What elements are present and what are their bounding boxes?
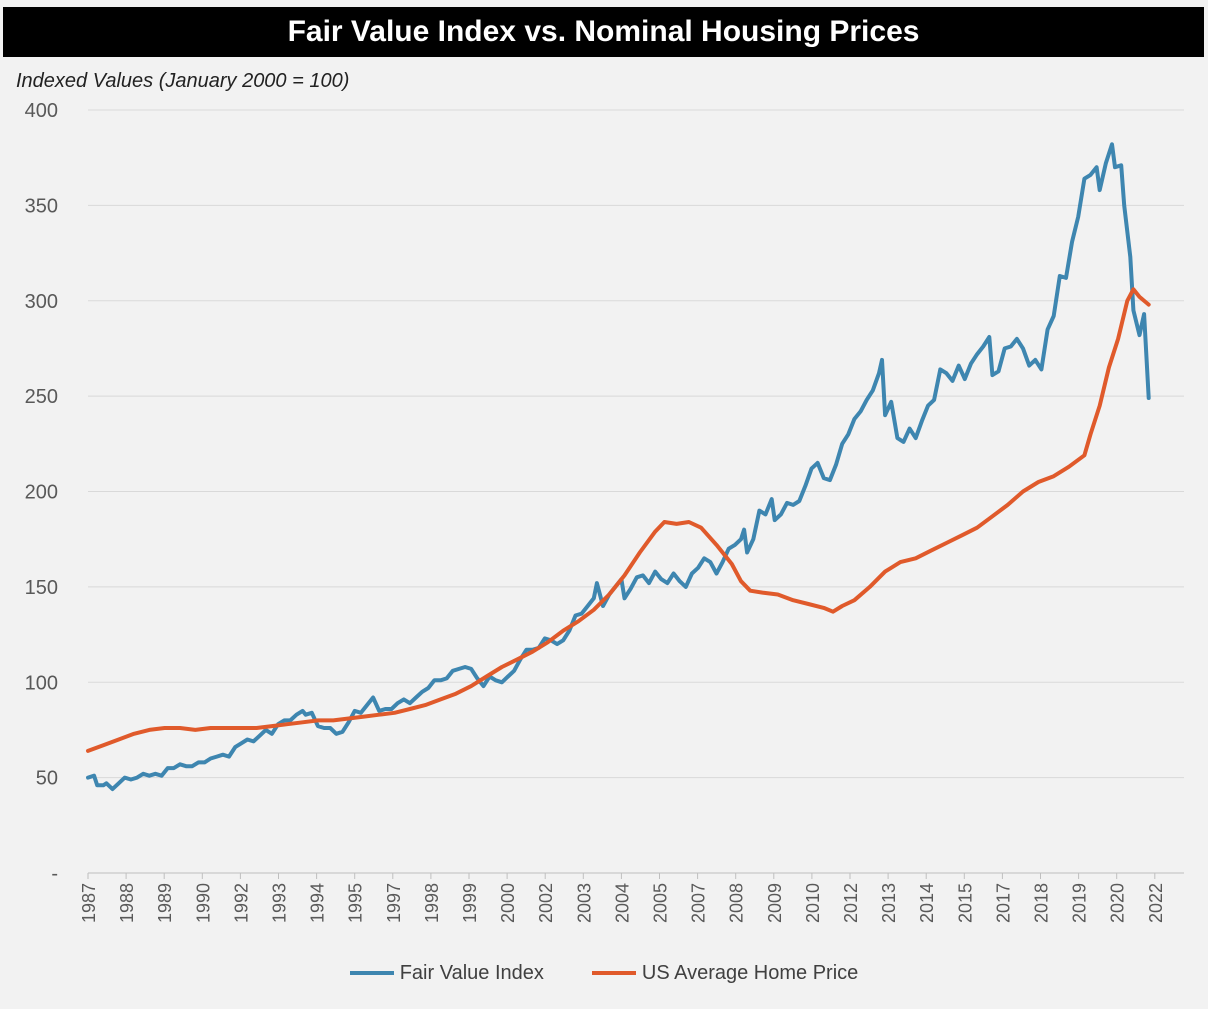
y-axis-label: Indexed Values (January 2000 = 100) — [16, 70, 350, 92]
legend-item-us-average-home-price: US Average Home Price — [591, 961, 859, 985]
x-tick-label: 2003 — [574, 883, 594, 923]
x-tick-label: 2002 — [536, 883, 556, 923]
legend-label-us-average-home-price: US Average Home Price — [641, 961, 859, 984]
us-average-home-price-line — [86, 287, 1151, 753]
y-tick-label: 400 — [25, 100, 58, 122]
legend-item-fair-value-index: Fair Value Index — [349, 961, 544, 985]
x-tick-label: 2007 — [689, 883, 709, 923]
x-tick-label: 2009 — [765, 883, 785, 923]
x-tick-label: 2013 — [879, 883, 899, 923]
x-tick-label: 1989 — [155, 883, 175, 923]
y-tick-label: - — [51, 863, 58, 885]
x-tick-label: 2019 — [1070, 883, 1090, 923]
x-tick-label: 2004 — [612, 883, 632, 923]
legend-label-fair-value-index: Fair Value Index — [399, 961, 544, 984]
x-tick-label: 1993 — [270, 883, 290, 923]
x-tick-label: 1999 — [460, 883, 480, 923]
x-tick-label: 1998 — [422, 883, 442, 923]
x-tick-label: 1997 — [384, 883, 404, 923]
x-tick-label: 1988 — [117, 883, 137, 923]
x-tick-label: 2018 — [1032, 883, 1052, 923]
fair-value-index-line — [86, 142, 1151, 792]
x-tick-label: 2020 — [1108, 883, 1128, 923]
x-tick-label: 2000 — [498, 883, 518, 923]
y-tick-label: 300 — [25, 291, 58, 313]
x-tick-label: 2005 — [651, 883, 671, 923]
x-tick-label: 2008 — [727, 883, 747, 923]
y-tick-label: 200 — [25, 482, 58, 504]
x-tick-label: 2014 — [917, 883, 937, 923]
legend-swatch-us-average-home-price — [591, 971, 636, 975]
legend-swatch-fair-value-index — [349, 971, 394, 975]
x-tick-label: 1995 — [346, 883, 366, 923]
y-tick-label: 150 — [25, 577, 58, 599]
chart-title: Fair Value Index vs. Nominal Housing Pri… — [3, 7, 1204, 57]
x-tick-label: 1994 — [308, 883, 328, 923]
x-tick-label: 2012 — [841, 883, 861, 923]
x-tick-label: 2015 — [955, 883, 975, 923]
x-tick-label: 1990 — [193, 883, 213, 923]
x-tick-label: 2017 — [993, 883, 1013, 923]
y-tick-label: 350 — [25, 195, 58, 217]
legend: Fair Value Index US Average Home Price — [0, 958, 1208, 988]
x-tick-label: 2010 — [803, 883, 823, 923]
x-tick-label: 2022 — [1146, 883, 1166, 923]
y-tick-label: 50 — [36, 768, 58, 790]
y-tick-label: 250 — [25, 386, 58, 408]
y-tick-label: 100 — [25, 672, 58, 694]
x-tick-label: 1987 — [79, 883, 99, 923]
x-tick-label: 1992 — [231, 883, 251, 923]
